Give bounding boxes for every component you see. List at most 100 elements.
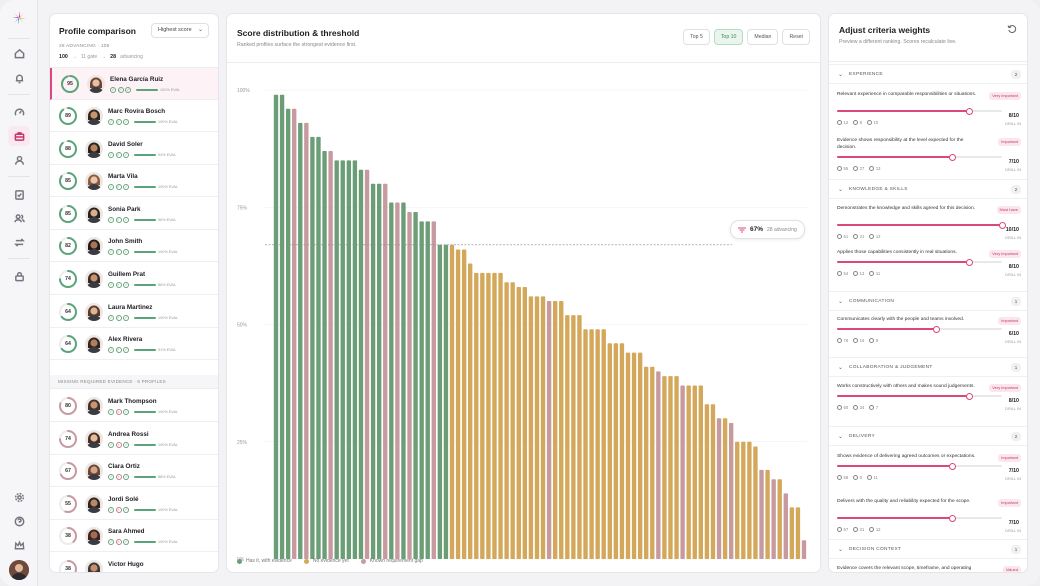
score-bar[interactable] — [364, 169, 370, 559]
score-bar[interactable] — [668, 376, 673, 559]
score-bar[interactable] — [504, 282, 509, 559]
profile-row[interactable]: 67 Clara Ortiz ✓ × ✓ 88% EVAL — [50, 455, 218, 487]
lock-icon[interactable] — [11, 268, 27, 284]
score-bar[interactable] — [292, 108, 297, 559]
importance-badge[interactable]: Valued — [1002, 566, 1021, 572]
score-bar[interactable] — [449, 244, 455, 559]
slider-thumb[interactable] — [965, 107, 973, 115]
score-bar[interactable] — [468, 263, 473, 559]
profile-row[interactable]: 82 John Smith ✓ ✓ ✓ 100% EVAL — [50, 230, 218, 262]
score-bar[interactable] — [710, 404, 716, 559]
score-bar[interactable] — [644, 366, 649, 559]
score-bar[interactable] — [455, 249, 461, 559]
score-bar[interactable] — [534, 296, 540, 559]
score-bar[interactable] — [783, 493, 788, 559]
score-bar[interactable] — [765, 469, 770, 559]
help-icon[interactable] — [11, 513, 27, 529]
score-bar[interactable] — [716, 418, 722, 559]
weight-slider[interactable] — [837, 514, 1002, 522]
score-bar[interactable] — [395, 202, 400, 559]
score-bar[interactable] — [631, 352, 637, 559]
profile-row[interactable]: 64 Laura Martinez ✓ ✓ ✓ 100% EVAL — [50, 296, 218, 328]
drill-in-link[interactable]: DRILL IN — [1005, 272, 1021, 277]
segment-top-5[interactable]: Top 5 — [683, 29, 710, 45]
criteria-section-header[interactable]: ⌄ COMMUNICATION 1 — [829, 291, 1027, 311]
score-bar[interactable] — [601, 329, 606, 559]
profile-row[interactable]: 85 Marta Vila ✓ ✓ ✓ 100% EVAL — [50, 165, 218, 197]
score-bar[interactable] — [383, 183, 388, 560]
score-bar[interactable] — [704, 404, 710, 559]
score-bar[interactable] — [728, 422, 734, 559]
score-bar[interactable] — [559, 301, 564, 559]
score-bar[interactable] — [619, 343, 625, 559]
weight-slider[interactable] — [837, 153, 1002, 161]
score-bar[interactable] — [753, 446, 758, 559]
weight-slider[interactable] — [837, 107, 1002, 115]
score-bar[interactable] — [771, 479, 776, 559]
score-bar[interactable] — [498, 272, 503, 559]
profile-row[interactable]: 64 Alex Rivera ✓ ✓ ✓ 91% EVAL — [50, 328, 218, 360]
score-bar[interactable] — [407, 211, 412, 559]
profile-row[interactable]: 85 Sonia Park ✓ ✓ ✓ 96% EVAL — [50, 198, 218, 230]
score-bar[interactable] — [656, 371, 661, 559]
importance-badge[interactable]: Important — [998, 317, 1021, 325]
score-bar[interactable] — [492, 272, 497, 559]
score-bar[interactable] — [340, 160, 345, 559]
profile-row[interactable]: 38 Sara Ahmed ✓ × ✓ 100% EVAL — [50, 520, 218, 552]
home-icon[interactable] — [11, 45, 27, 61]
profile-row[interactable]: 89 Marc Rovira Bosch ✓ ✓ ✓ 100% EVAL — [50, 100, 218, 132]
bell-icon[interactable] — [11, 70, 27, 86]
score-bar[interactable] — [316, 136, 321, 559]
score-bar[interactable] — [474, 272, 479, 559]
score-bar[interactable] — [486, 272, 491, 559]
score-bar[interactable] — [565, 315, 570, 559]
score-bar[interactable] — [747, 441, 752, 559]
score-bar[interactable] — [437, 244, 443, 559]
score-bar[interactable] — [419, 221, 424, 559]
score-bar[interactable] — [741, 441, 746, 559]
importance-badge[interactable]: Very important — [989, 384, 1021, 392]
score-bar[interactable] — [674, 376, 679, 559]
criteria-section-header[interactable]: ⌄ EXPERIENCE 2 — [829, 64, 1027, 84]
slider-thumb[interactable] — [949, 153, 956, 161]
score-bar[interactable] — [298, 122, 303, 559]
score-bar[interactable] — [510, 282, 515, 559]
score-bar[interactable] — [583, 329, 588, 559]
importance-badge[interactable]: Must have — [996, 206, 1021, 214]
gauge-icon[interactable] — [11, 104, 27, 120]
weight-slider[interactable] — [837, 325, 1002, 333]
slider-thumb[interactable] — [965, 258, 973, 266]
user-avatar[interactable] — [9, 560, 29, 580]
slider-thumb[interactable] — [932, 325, 940, 333]
profile-row[interactable]: 95 Elena García Ruiz ✓ ✓ ✓ 100% EVAL — [50, 68, 218, 100]
score-bar[interactable] — [789, 507, 795, 559]
score-bar[interactable] — [425, 221, 430, 559]
drill-in-link[interactable]: DRILL IN — [1005, 528, 1021, 533]
score-bar[interactable] — [613, 343, 619, 559]
profile-row[interactable]: 88 David Soler ✓ ✓ ✓ 94% EVAL — [50, 133, 218, 165]
score-bar[interactable] — [692, 385, 697, 559]
score-bar[interactable] — [637, 352, 643, 559]
clipboard-check-icon[interactable] — [11, 186, 27, 202]
score-bar[interactable] — [662, 376, 667, 559]
score-bar[interactable] — [346, 160, 352, 559]
gear-icon[interactable] — [11, 489, 27, 505]
score-bar[interactable] — [735, 441, 740, 559]
crown-icon[interactable] — [11, 537, 27, 553]
importance-badge[interactable]: Important — [998, 454, 1021, 462]
score-bar[interactable] — [571, 315, 576, 559]
score-bar[interactable] — [528, 296, 534, 559]
score-bar[interactable] — [304, 122, 309, 559]
profile-row[interactable]: 74 Guillem Prat ✓ ✓ ✓ 86% EVAL — [50, 263, 218, 295]
score-bar[interactable] — [285, 108, 291, 559]
slider-thumb[interactable] — [965, 392, 973, 400]
importance-badge[interactable]: Very important — [989, 250, 1021, 258]
score-bar[interactable] — [625, 352, 631, 559]
segment-reset[interactable]: Reset — [782, 29, 810, 45]
score-bar[interactable] — [516, 286, 521, 559]
segment-top-10[interactable]: Top 10 — [713, 29, 744, 45]
score-bar[interactable] — [431, 221, 436, 559]
drill-in-link[interactable]: DRILL IN — [1005, 235, 1021, 240]
score-bar[interactable] — [759, 469, 764, 559]
drill-in-link[interactable]: DRILL IN — [1005, 339, 1021, 344]
